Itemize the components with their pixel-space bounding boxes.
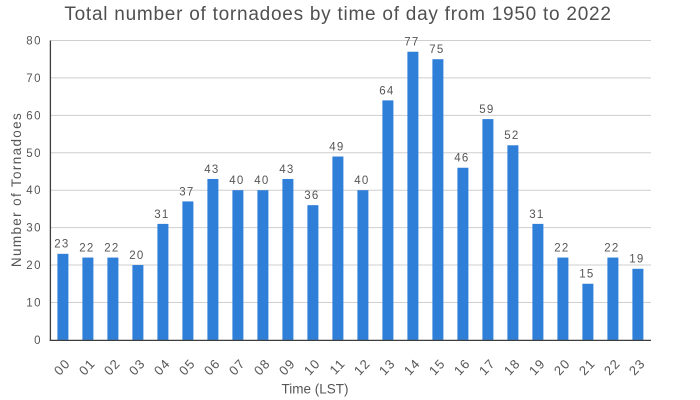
svg-text:70: 70 bbox=[26, 73, 42, 85]
svg-text:22: 22 bbox=[79, 243, 94, 255]
svg-text:64: 64 bbox=[379, 85, 394, 97]
svg-text:19: 19 bbox=[629, 254, 644, 266]
svg-text:30: 30 bbox=[26, 223, 42, 235]
svg-text:40: 40 bbox=[229, 175, 244, 187]
svg-text:31: 31 bbox=[154, 209, 169, 221]
svg-text:22: 22 bbox=[554, 243, 569, 255]
svg-text:22: 22 bbox=[104, 243, 119, 255]
svg-text:75: 75 bbox=[429, 44, 444, 56]
svg-text:40: 40 bbox=[254, 175, 269, 187]
svg-text:77: 77 bbox=[404, 37, 419, 49]
svg-text:46: 46 bbox=[454, 153, 469, 165]
svg-text:40: 40 bbox=[354, 175, 369, 187]
svg-text:23: 23 bbox=[54, 239, 69, 251]
svg-text:59: 59 bbox=[479, 104, 494, 116]
svg-text:20: 20 bbox=[129, 250, 144, 262]
svg-text:52: 52 bbox=[504, 130, 519, 142]
svg-text:Number of Tornadoes: Number of Tornadoes bbox=[9, 112, 24, 267]
svg-text:80: 80 bbox=[26, 36, 42, 48]
svg-text:43: 43 bbox=[279, 164, 294, 176]
svg-text:60: 60 bbox=[26, 110, 42, 122]
svg-text:15: 15 bbox=[579, 269, 594, 281]
svg-text:40: 40 bbox=[26, 185, 42, 197]
svg-text:20: 20 bbox=[26, 260, 42, 272]
svg-text:43: 43 bbox=[204, 164, 219, 176]
svg-text:22: 22 bbox=[604, 243, 619, 255]
svg-text:36: 36 bbox=[304, 190, 319, 202]
svg-text:10: 10 bbox=[26, 298, 42, 310]
svg-text:31: 31 bbox=[529, 209, 544, 221]
svg-text:37: 37 bbox=[179, 186, 194, 198]
svg-text:49: 49 bbox=[329, 141, 344, 153]
svg-text:50: 50 bbox=[26, 148, 42, 160]
svg-text:0: 0 bbox=[34, 335, 42, 347]
svg-text:Time (LST): Time (LST) bbox=[282, 381, 349, 396]
svg-text:Total number of tornadoes by t: Total number of tornadoes by time of day… bbox=[64, 4, 611, 25]
